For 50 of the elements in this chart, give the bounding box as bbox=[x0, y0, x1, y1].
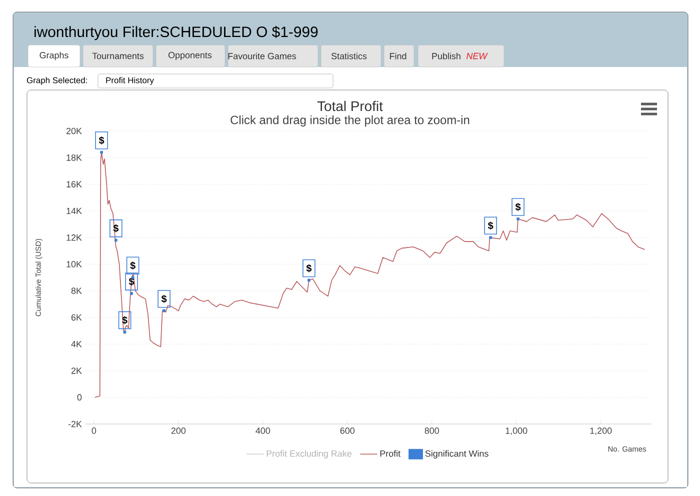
y-tick-label: 10K bbox=[66, 261, 82, 268]
point bbox=[489, 236, 492, 239]
data-label: $ bbox=[130, 262, 136, 270]
legend-label: Profit Excluding Rake bbox=[266, 450, 352, 459]
point bbox=[162, 309, 166, 312]
legend-label: Significant Wins bbox=[425, 450, 488, 459]
y-tick-label: -2K bbox=[68, 420, 82, 428]
x-tick-label: 1,000 bbox=[506, 428, 528, 435]
x-tick-label: 1,200 bbox=[590, 428, 612, 435]
y-tick-label: 16K bbox=[66, 181, 82, 188]
y-tick-label: 4K bbox=[71, 341, 82, 348]
legend-label: Profit bbox=[380, 450, 400, 457]
y-tick-label: 18K bbox=[66, 154, 82, 161]
point bbox=[130, 292, 133, 295]
data-label: $ bbox=[161, 294, 167, 303]
text: Publish bbox=[432, 52, 460, 60]
chart-title: Total Profit bbox=[317, 100, 383, 112]
text: Tournaments bbox=[92, 52, 144, 60]
text: Graph Selected: bbox=[26, 77, 87, 85]
y-tick-label: 2K bbox=[71, 368, 82, 374]
y-tick-label: 8K bbox=[71, 288, 82, 294]
x-tick-label: 200 bbox=[171, 428, 186, 434]
x-tick-label: 0 bbox=[92, 428, 96, 434]
point bbox=[516, 217, 520, 220]
text: Statistics bbox=[331, 52, 367, 60]
data-label: $ bbox=[488, 222, 494, 230]
text: Profit History bbox=[106, 77, 154, 85]
x-tick-label: 600 bbox=[340, 428, 355, 434]
point bbox=[123, 330, 126, 334]
x-tick-label: 400 bbox=[256, 428, 270, 434]
data-label: $ bbox=[98, 136, 104, 144]
text: Find bbox=[390, 52, 406, 60]
data-label: $ bbox=[515, 202, 521, 212]
text: Graphs bbox=[40, 52, 68, 60]
y-tick-label: 14K bbox=[66, 208, 82, 214]
text: Opponents bbox=[168, 52, 212, 60]
point bbox=[308, 278, 310, 282]
y-tick-label: 0 bbox=[77, 394, 82, 401]
line-series bbox=[94, 152, 646, 398]
chart-subtitle: Click and drag inside the plot area to zoom-in bbox=[230, 115, 470, 127]
y-tick-label: 20K bbox=[66, 128, 82, 134]
x-tick-label: 800 bbox=[424, 428, 439, 434]
y-tick-label: 12K bbox=[66, 234, 82, 241]
text: NEW bbox=[466, 52, 488, 60]
text: iwonthurtyou Filter:SCHEDULED O $1-999 bbox=[34, 26, 318, 40]
point bbox=[100, 150, 103, 154]
point bbox=[114, 238, 118, 242]
y-tick-label: 6K bbox=[71, 314, 82, 321]
text: Favourite Games bbox=[228, 52, 296, 60]
data-label: $ bbox=[306, 264, 312, 272]
